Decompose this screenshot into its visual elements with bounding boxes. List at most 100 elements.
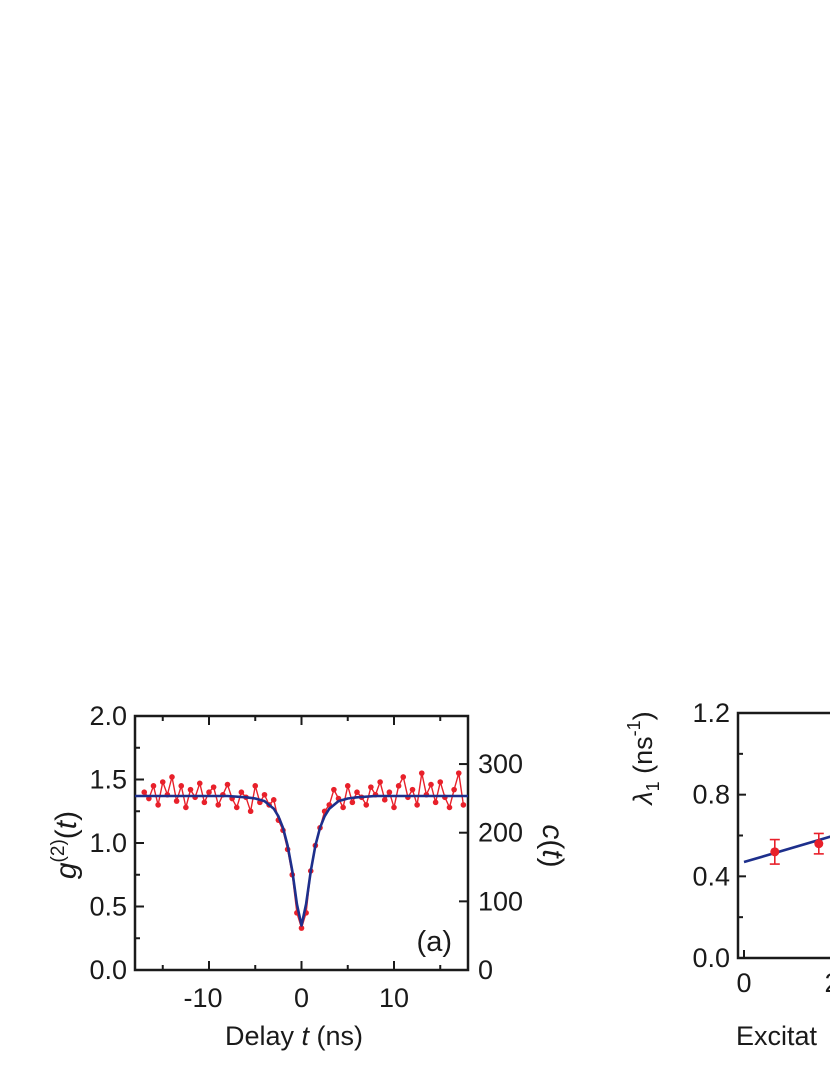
y2-tick-label: 200: [478, 818, 523, 848]
data-point: [354, 789, 360, 795]
data-point: [395, 783, 402, 789]
data-point: [432, 799, 439, 806]
panel-b-plot-frame: [736, 711, 830, 960]
x-tick-label: 10: [379, 983, 409, 1013]
fit-curve: [135, 794, 468, 927]
data-point: [155, 802, 161, 808]
data-point: [159, 779, 166, 785]
panel-a-fit-series: [135, 794, 468, 927]
right-axis-label-open: (: [536, 839, 569, 849]
lambda-units-open: (ns: [628, 736, 658, 781]
data-point: [252, 783, 259, 789]
data-point: [418, 770, 425, 776]
lambda-subscript: 1: [643, 781, 663, 791]
y-tick-label: 1.2: [692, 698, 730, 728]
y-tick-label: 0.0: [89, 955, 127, 985]
data-point: [451, 786, 457, 793]
y-tick-label: 0.4: [692, 861, 730, 891]
data-point: [349, 799, 356, 806]
data-point: [233, 804, 240, 811]
data-point: [178, 783, 185, 789]
data-point: [400, 774, 407, 780]
fit-line: [743, 835, 830, 864]
x-tick-label: 2: [824, 968, 830, 998]
panel-b-rate-vs-excitation: 0.0 0.4 0.8 1.2 0 2 Excitat λ1 (ns-1): [624, 698, 830, 1051]
data-point: [141, 789, 148, 795]
data-point: [363, 802, 370, 808]
x-tick-label: -10: [183, 983, 222, 1013]
y-axis-label-arg: (: [50, 829, 83, 839]
data-point: [460, 802, 467, 808]
x-axis-label-unit: (ns): [309, 1021, 363, 1051]
data-point: [224, 781, 231, 788]
panel-a-y-axis-label: g(2)(t): [48, 811, 83, 879]
y2-tick-label: 300: [478, 749, 523, 779]
y-tick-label: 0.5: [89, 892, 127, 922]
data-point: [391, 804, 397, 811]
panel-a-g2-correlation: -10 0 10 0.0 0.5 1.0 1.5 2.0 0 100 200 300 (a) Dela…: [48, 701, 569, 1051]
y2-tick-label: 0: [478, 955, 493, 985]
panel-a-right-axis-label: c(t): [536, 824, 569, 867]
data-point: [187, 786, 194, 793]
right-axis-label-c: c: [536, 824, 569, 839]
panel-b-data-series: [769, 832, 824, 865]
x-tick-label: 0: [736, 968, 751, 998]
data-point: [446, 804, 453, 811]
right-axis-label-t: t: [536, 849, 569, 859]
y-tick-label: 2.0: [89, 701, 127, 731]
lambda-units-superscript: -1: [624, 720, 644, 736]
data-point: [298, 925, 305, 931]
data-point: [414, 802, 420, 808]
panel-b-ticks: [738, 712, 746, 959]
data-point: [238, 789, 245, 795]
data-point: [340, 804, 346, 811]
lambda-symbol: λ: [628, 791, 658, 806]
y-axis-label-close: ): [50, 811, 83, 821]
data-point: [428, 781, 434, 788]
lambda-units-close: ): [628, 711, 658, 720]
y-axis-label-g: g: [50, 862, 83, 879]
y-tick-label: 0.0: [692, 943, 730, 973]
data-point: [150, 783, 157, 789]
y-axis-label-superscript: (2): [48, 839, 69, 862]
panel-b-y-axis-label: λ1 (ns-1): [624, 711, 663, 806]
panel-b-fit-series: [743, 835, 830, 864]
data-point: [381, 797, 388, 803]
panel-a-tick-labels: -10 0 10 0.0 0.5 1.0 1.5 2.0 0 100 200 300: [89, 701, 523, 1013]
panel-a-label: (a): [417, 926, 452, 958]
data-point: [201, 799, 208, 806]
data-point: [206, 789, 212, 795]
y2-tick-label: 100: [478, 886, 523, 916]
panel-b-x-axis-label: Excitat: [736, 1021, 818, 1051]
data-point: [814, 839, 824, 849]
data-point: [215, 802, 222, 808]
data-point: [344, 783, 351, 789]
data-point: [377, 779, 383, 785]
panel-a-data-series: [141, 770, 467, 931]
data-point: [386, 789, 393, 795]
data-point: [247, 808, 254, 815]
data-point: [173, 798, 180, 804]
data-point: [270, 797, 277, 803]
data-point: [770, 847, 780, 857]
data-point: [169, 774, 175, 780]
y-tick-label: 1.0: [89, 828, 127, 858]
x-axis-label-delay: Delay: [225, 1021, 302, 1051]
data-point: [437, 779, 444, 785]
panel-a-ticks: [135, 715, 468, 971]
panel-a-x-axis-label: Delay t (ns): [225, 1021, 363, 1051]
y-tick-label: 1.5: [89, 765, 127, 795]
data-point: [210, 784, 217, 790]
data-point: [183, 804, 189, 811]
panel-b-tick-labels: 0.0 0.4 0.8 1.2 0 2: [692, 698, 830, 998]
data-point: [196, 780, 203, 787]
y-tick-label: 0.8: [692, 780, 730, 810]
y-axis-label-t: t: [50, 819, 83, 829]
data-point: [261, 791, 268, 798]
data-point: [368, 784, 374, 790]
x-axis-label-t: t: [302, 1021, 311, 1051]
data-point: [409, 786, 416, 793]
data-point: [331, 786, 337, 793]
right-axis-label-close: ): [536, 858, 569, 868]
